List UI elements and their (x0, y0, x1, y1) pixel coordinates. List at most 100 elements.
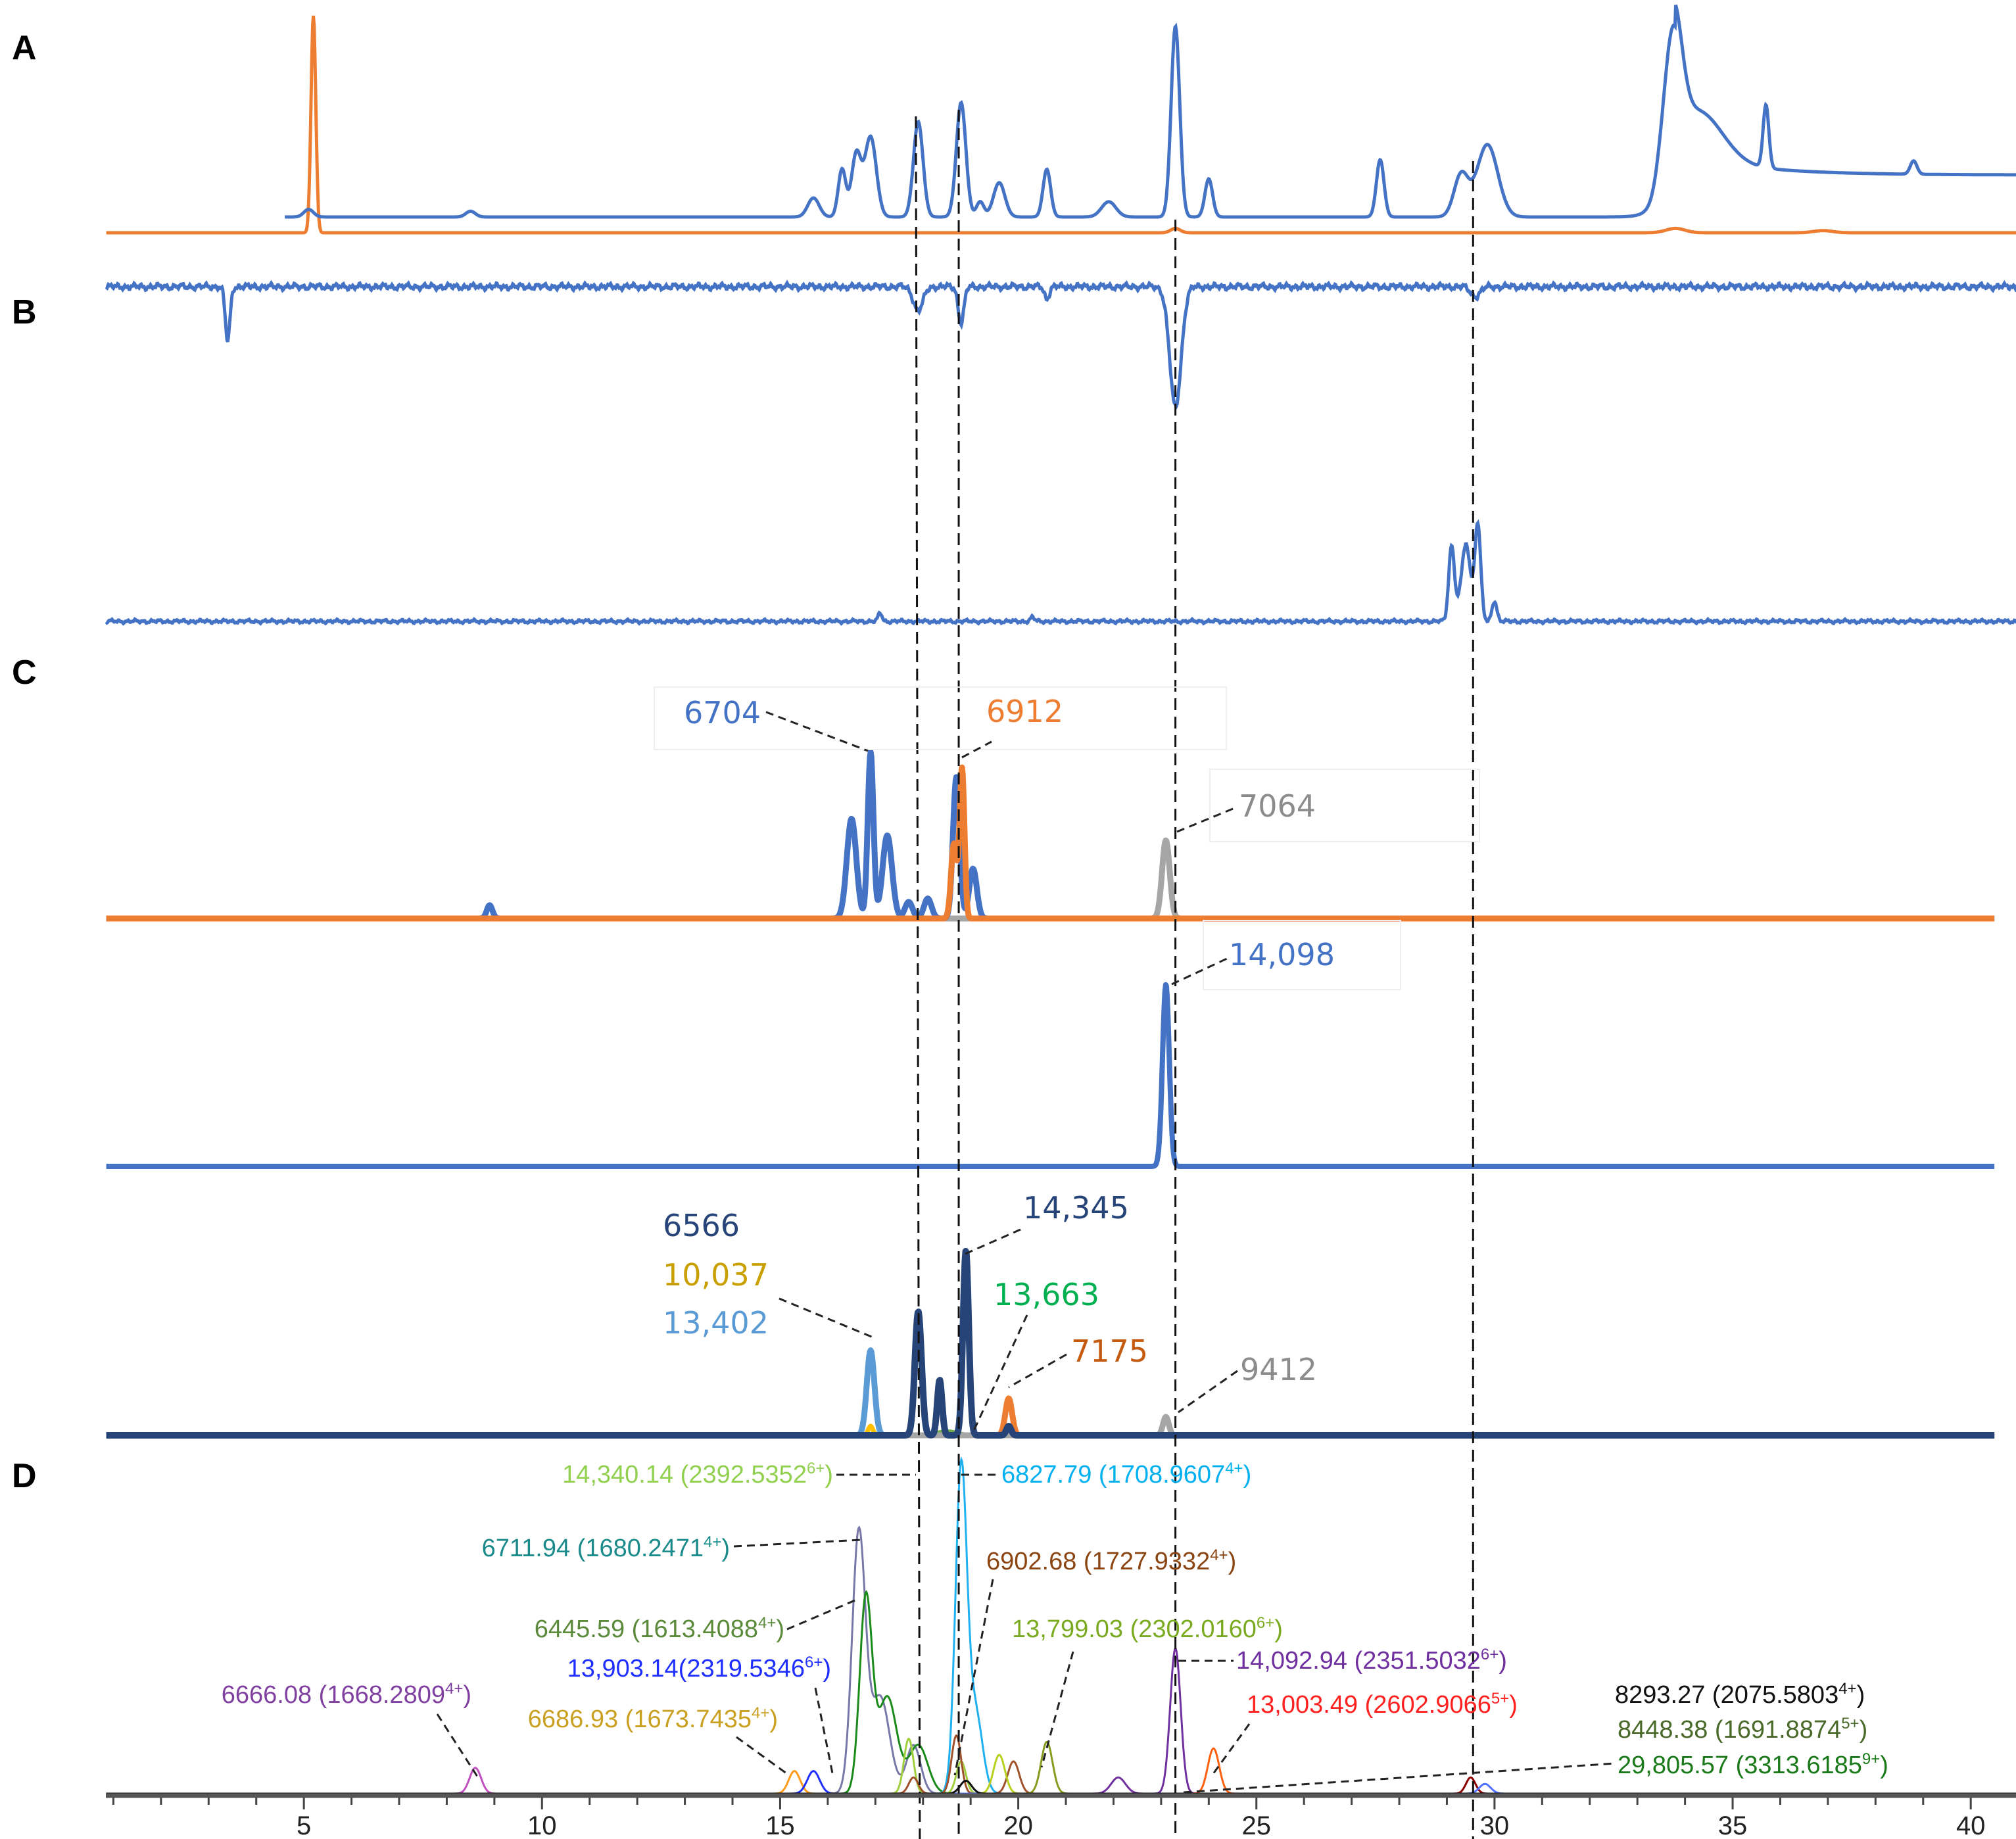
label-close: ) (1499, 1647, 1507, 1675)
panel-label-d: D (12, 1457, 37, 1495)
x-tick-label: 5 (297, 1811, 311, 1839)
leader-line (1171, 957, 1228, 986)
mass-label-7175: 7175 (1071, 1333, 1148, 1369)
peak-label-6686: 6686.93 (1673.74354+) (528, 1704, 778, 1733)
trace-c2-blue (104, 982, 1996, 1169)
peak-label-14340: 14,340.14 (2392.53526+) (562, 1460, 833, 1489)
marker-line (915, 116, 921, 1839)
label-close: ) (1274, 1615, 1283, 1643)
leader-line (779, 1297, 875, 1339)
leader-line (436, 1713, 479, 1777)
label-charge: 6+ (1257, 1614, 1274, 1632)
panel-label-a: A (12, 29, 37, 67)
mass-label-6704: 6704 (684, 695, 761, 730)
leader-line (765, 711, 869, 752)
x-tick-label: 40 (1956, 1811, 1986, 1839)
x-tick-label: 35 (1718, 1811, 1748, 1839)
label-mass: 6827.79 (1708.9607 (1001, 1461, 1225, 1489)
label-close: ) (1880, 1752, 1888, 1779)
mass-label-13402: 13,402 (663, 1305, 769, 1341)
label-box (1203, 920, 1401, 990)
marker-lines (915, 110, 1474, 1839)
trace-a-blue (285, 5, 2016, 219)
label-box (654, 686, 1227, 750)
leader-line (1210, 1723, 1251, 1777)
label-close: ) (769, 1706, 778, 1733)
x-tick-label: 15 (765, 1811, 795, 1839)
peak-label-13799: 13,799.03 (2302.01606+) (1012, 1614, 1283, 1643)
leader-line (786, 1598, 859, 1631)
mass-label-9412: 9412 (1240, 1352, 1317, 1387)
label-close: ) (1860, 1716, 1868, 1744)
leader-line (733, 1539, 862, 1548)
label-close: ) (776, 1615, 784, 1643)
mass-label-10037: 10,037 (663, 1257, 769, 1293)
peak-label-6445: 6445.59 (1613.40884+) (535, 1614, 784, 1643)
leader-line (961, 740, 992, 759)
x-tick-label: 10 (527, 1811, 557, 1839)
leader-line (972, 1314, 1028, 1433)
panel-label-c: C (12, 654, 37, 692)
label-mass: 6445.59 (1613.4088 (535, 1615, 758, 1643)
d-leaders (436, 1473, 1616, 1794)
x-tick-label: 20 (1003, 1811, 1033, 1839)
x-tick-label: 25 (1242, 1811, 1272, 1839)
label-close: ) (823, 1655, 831, 1683)
c-leaders (765, 711, 1238, 1433)
label-charge: 4+ (1225, 1460, 1243, 1477)
label-charge: 4+ (752, 1704, 769, 1722)
label-mass: 6902.68 (1727.9332 (986, 1548, 1210, 1575)
x-tick-label: 30 (1480, 1811, 1510, 1839)
mass-label-7064: 7064 (1239, 788, 1316, 824)
label-close: ) (1228, 1548, 1237, 1575)
leader-line (953, 1579, 994, 1776)
label-mass: 6666.08 (1668.2809 (222, 1681, 445, 1709)
leader-line (1183, 1762, 1616, 1794)
leader-line (814, 1687, 834, 1774)
label-close: ) (825, 1461, 833, 1489)
label-charge: 4+ (1210, 1546, 1228, 1564)
label-close: ) (1509, 1691, 1518, 1719)
peak-label-6827: 6827.79 (1708.96074+) (1001, 1460, 1251, 1489)
peak-label-13003: 13,003.49 (2602.90665+) (1247, 1690, 1518, 1719)
label-charge: 6+ (1481, 1646, 1499, 1663)
label-charge: 6+ (805, 1654, 823, 1671)
trace-c3-navy (103, 1248, 1997, 1439)
panel-label-b: B (12, 293, 37, 331)
label-mass: 6711.94 (1680.2471 (482, 1535, 704, 1562)
label-charge: 4+ (445, 1680, 463, 1698)
peak-label-8448: 8448.38 (1691.88745+) (1618, 1715, 1867, 1744)
label-mass: 14,092.94 (2351.5032 (1236, 1647, 1481, 1675)
trace-c1-orange (104, 764, 1997, 922)
leader-line (1176, 806, 1237, 833)
label-mass: 29,805.57 (3313.6185 (1618, 1752, 1862, 1779)
label-charge: 4+ (704, 1533, 721, 1551)
label-close: ) (721, 1535, 730, 1562)
trace-c1-blue (104, 749, 1997, 922)
label-mass: 13,903.14(2319.5346 (567, 1655, 805, 1683)
label-mass: 13,003.49 (2602.9066 (1247, 1691, 1491, 1719)
label-charge: 4+ (1838, 1680, 1856, 1698)
label-close: ) (1857, 1681, 1865, 1709)
peak-label-6711: 6711.94 (1680.24714+) (482, 1533, 730, 1562)
leader-line (1040, 1651, 1074, 1768)
label-charge: 9+ (1862, 1750, 1880, 1768)
leader-line (736, 1736, 790, 1777)
peak-label-6666: 6666.08 (1668.28094+) (222, 1680, 471, 1709)
label-box (1209, 769, 1480, 842)
x-axis: 5 10 15 20 25 30 35 40 (106, 1793, 2016, 1839)
label-mass: 13,799.03 (2302.0160 (1012, 1615, 1257, 1643)
label-mass: 6686.93 (1673.7435 (528, 1706, 752, 1733)
peak-label-29805: 29,805.57 (3313.61859+) (1618, 1750, 1888, 1779)
label-mass: 8448.38 (1691.8874 (1618, 1716, 1841, 1744)
mass-label-6912: 6912 (986, 694, 1063, 729)
label-mass: 8293.27 (2075.5803 (1615, 1681, 1838, 1709)
mass-label-6566: 6566 (663, 1208, 740, 1243)
leader-line (965, 1228, 1021, 1255)
label-charge: 5+ (1491, 1690, 1509, 1708)
trace-c1-gray (104, 837, 1997, 922)
peak-label-14092: 14,092.94 (2351.50326+) (1236, 1646, 1507, 1675)
leader-line (1178, 1370, 1238, 1414)
label-charge: 6+ (807, 1460, 825, 1477)
